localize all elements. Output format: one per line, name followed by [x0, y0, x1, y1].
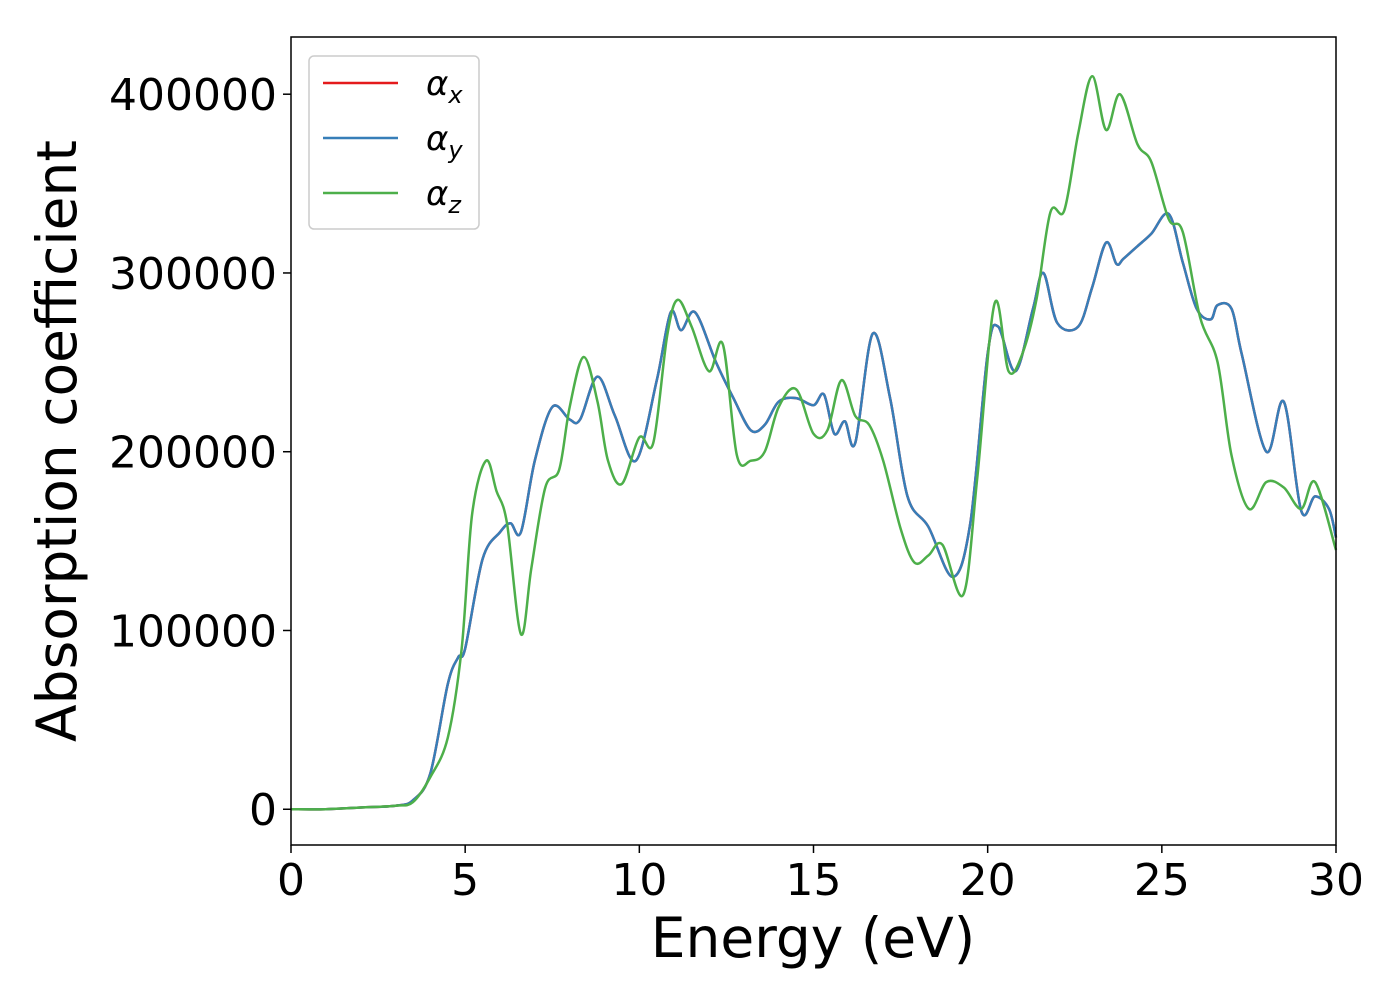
x-axis-title: Energy (eV) [651, 906, 975, 970]
legend-label-z: αz [426, 174, 462, 219]
y-tick-label: 200000 [109, 428, 277, 479]
y-tick-label: 0 [249, 785, 277, 836]
y-tick-label: 100000 [109, 606, 277, 657]
x-tick-label: 10 [611, 855, 667, 906]
series-line-y [290, 211, 1338, 811]
series-lines [290, 75, 1338, 811]
x-axis: 0 5 10 15 20 25 30 [277, 845, 1364, 906]
y-tick-label: 300000 [109, 249, 277, 300]
series-line-x [290, 211, 1338, 811]
y-axis: 0 100000 200000 300000 400000 [109, 70, 291, 836]
legend-label-x: αx [426, 64, 463, 109]
x-tick-label: 15 [786, 855, 842, 906]
x-tick-label: 20 [960, 855, 1016, 906]
y-axis-title: Absorption coefficient [25, 140, 89, 742]
x-tick-label: 0 [277, 855, 305, 906]
legend-label-y: αy [426, 119, 463, 164]
legend-box [308, 55, 480, 230]
x-tick-label: 30 [1308, 855, 1364, 906]
x-tick-label: 5 [451, 855, 479, 906]
y-tick-label: 400000 [109, 70, 277, 121]
series-line-z [290, 75, 1338, 811]
legend: αx αy αz [308, 55, 480, 230]
x-tick-label: 25 [1134, 855, 1190, 906]
